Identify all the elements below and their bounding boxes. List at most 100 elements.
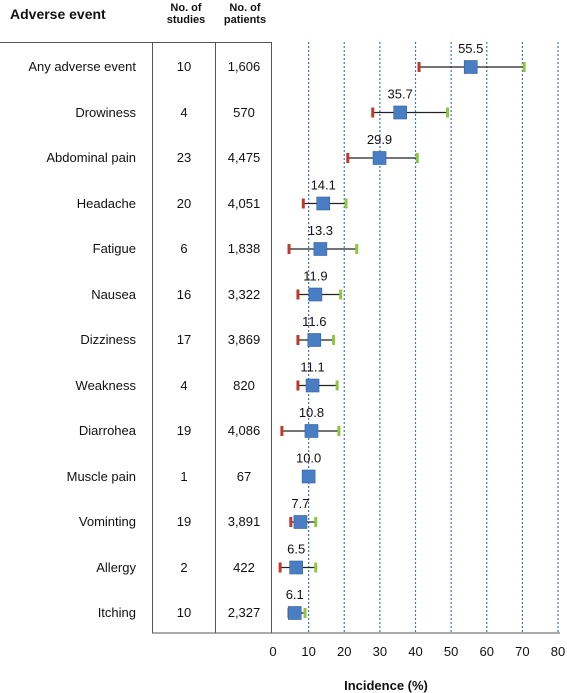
row-event-name: Headache <box>76 195 136 211</box>
header-no-of-studies: No. of studies <box>155 2 217 26</box>
ci-lower-cap <box>287 244 291 254</box>
estimate-value-label: 10.8 <box>299 405 324 420</box>
ci-lower-cap <box>301 198 305 209</box>
ci-upper-cap <box>303 608 307 618</box>
row-no-of-studies: 2 <box>180 559 188 575</box>
estimate-value-label: 6.5 <box>287 542 305 557</box>
row-event-name: Dizziness <box>80 332 136 347</box>
estimate-value-label: 11.1 <box>300 360 324 375</box>
row-no-of-studies: 10 <box>176 605 192 620</box>
table-header-rule <box>0 42 272 43</box>
row-no-of-patients: 4,051 <box>227 195 261 211</box>
estimate-value-label: 55.5 <box>458 41 483 56</box>
estimate-marker <box>293 515 308 529</box>
estimate-value-label: 29.9 <box>367 132 392 147</box>
x-tick-label-20: 20 <box>337 644 351 659</box>
x-tick-label-0: 0 <box>269 644 276 659</box>
ci-upper-cap <box>415 153 419 163</box>
x-tick-label-80: 80 <box>551 644 565 659</box>
ci-lower-cap <box>371 107 375 118</box>
estimate-marker <box>316 196 331 211</box>
ci-lower-cap <box>278 562 282 573</box>
row-no-of-patients: 4,475 <box>227 150 261 165</box>
row-no-of-patients: 2,327 <box>227 605 261 620</box>
header-adverse-event: Adverse event <box>10 6 106 22</box>
row-no-of-studies: 17 <box>176 332 192 347</box>
ci-upper-cap <box>344 198 348 209</box>
ci-lower-cap <box>296 335 300 345</box>
estimate-marker <box>313 242 328 256</box>
row-no-of-studies: 20 <box>176 195 192 211</box>
ci-upper-cap <box>339 289 343 300</box>
ci-upper-cap <box>314 562 318 573</box>
row-no-of-patients: 3,869 <box>227 332 261 347</box>
estimate-marker <box>393 105 407 120</box>
estimate-value-label: 35.7 <box>388 87 413 102</box>
ci-lower-cap <box>417 62 421 72</box>
estimate-marker <box>304 424 319 438</box>
estimate-marker <box>372 151 387 165</box>
ci-upper-cap <box>332 335 336 345</box>
x-tick-label-70: 70 <box>515 644 529 659</box>
ci-lower-cap <box>280 426 284 436</box>
header-studies-line2: studies <box>166 14 206 26</box>
x-tick-label-10: 10 <box>301 644 315 659</box>
ci-upper-cap <box>337 426 341 436</box>
row-no-of-patients: 3,891 <box>227 514 261 529</box>
estimate-marker <box>307 333 322 347</box>
column-divider-patients <box>215 42 216 633</box>
column-divider-studies <box>152 42 153 633</box>
estimate-marker <box>305 378 320 393</box>
row-no-of-studies: 6 <box>180 241 188 256</box>
x-tick-label-60: 60 <box>480 644 494 659</box>
row-no-of-patients: 570 <box>233 104 255 120</box>
header-studies-line1: No. of <box>170 2 202 14</box>
row-no-of-studies: 19 <box>176 423 192 438</box>
estimate-value-label: 7.7 <box>291 496 309 511</box>
row-event-name: Fatigue <box>92 241 136 256</box>
row-no-of-studies: 10 <box>176 59 192 74</box>
row-no-of-studies: 1 <box>180 468 188 484</box>
x-tick-label-30: 30 <box>373 644 387 659</box>
row-event-name: Allergy <box>96 559 136 575</box>
row-event-name: Muscle pain <box>66 468 136 484</box>
estimate-value-label: 13.3 <box>308 223 333 238</box>
estimate-value-label: 10.0 <box>296 451 321 466</box>
ci-upper-cap <box>314 517 318 527</box>
row-no-of-studies: 16 <box>176 286 192 302</box>
ci-lower-cap <box>296 289 300 300</box>
row-no-of-patients: 422 <box>233 559 255 575</box>
row-event-name: Abdominal pain <box>46 150 136 165</box>
ci-upper-cap <box>355 244 359 254</box>
x-axis-label: Incidence (%) <box>344 678 428 693</box>
row-no-of-studies: 23 <box>176 150 192 165</box>
header-no-of-patients: No. of patients <box>215 2 275 26</box>
ci-upper-cap <box>335 380 339 391</box>
estimate-value-label: 11.9 <box>303 269 327 284</box>
estimate-value-label: 11.6 <box>302 314 326 329</box>
ci-lower-cap <box>296 380 300 391</box>
ci-lower-cap <box>346 153 350 163</box>
row-no-of-patients: 67 <box>236 468 252 484</box>
header-patients-line2: patients <box>223 14 267 26</box>
row-event-name: Any adverse event <box>28 59 136 74</box>
row-no-of-studies: 4 <box>180 104 188 120</box>
estimate-marker <box>308 287 323 302</box>
row-no-of-studies: 4 <box>180 377 188 393</box>
row-no-of-patients: 1,838 <box>227 241 261 256</box>
row-no-of-patients: 820 <box>233 377 255 393</box>
estimate-marker <box>289 560 303 575</box>
row-no-of-studies: 19 <box>176 514 192 529</box>
estimate-marker <box>287 606 302 620</box>
ci-upper-cap <box>522 62 526 72</box>
row-no-of-patients: 3,322 <box>227 286 261 302</box>
header-patients-line1: No. of <box>229 2 261 14</box>
row-no-of-patients: 4,086 <box>227 423 261 438</box>
row-event-name: Nausea <box>91 286 136 302</box>
ci-upper-cap <box>446 107 450 118</box>
estimate-marker <box>463 60 478 74</box>
x-tick-label-40: 40 <box>408 644 422 659</box>
x-tick-label-50: 50 <box>444 644 458 659</box>
row-event-name: Itching <box>97 605 136 620</box>
